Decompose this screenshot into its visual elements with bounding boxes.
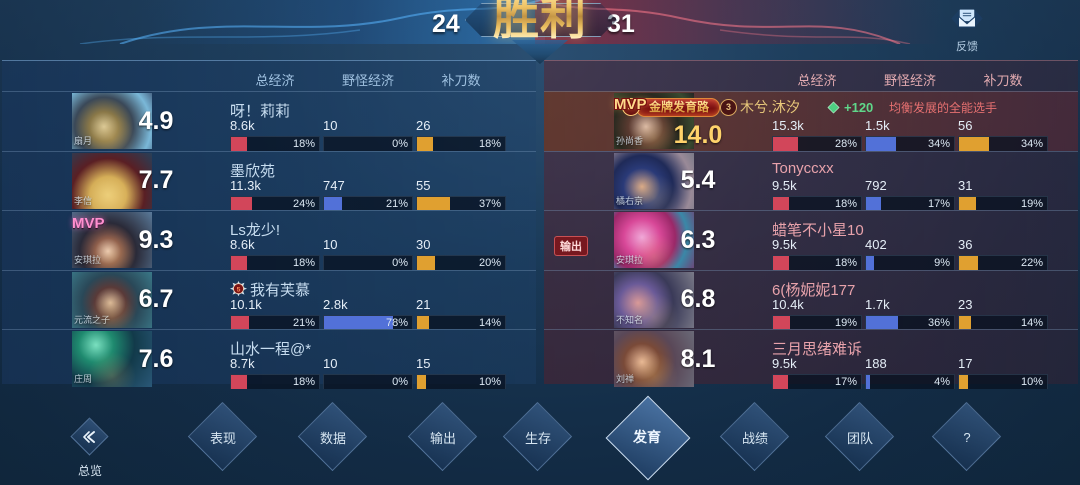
svg-text:5: 5	[237, 287, 241, 294]
